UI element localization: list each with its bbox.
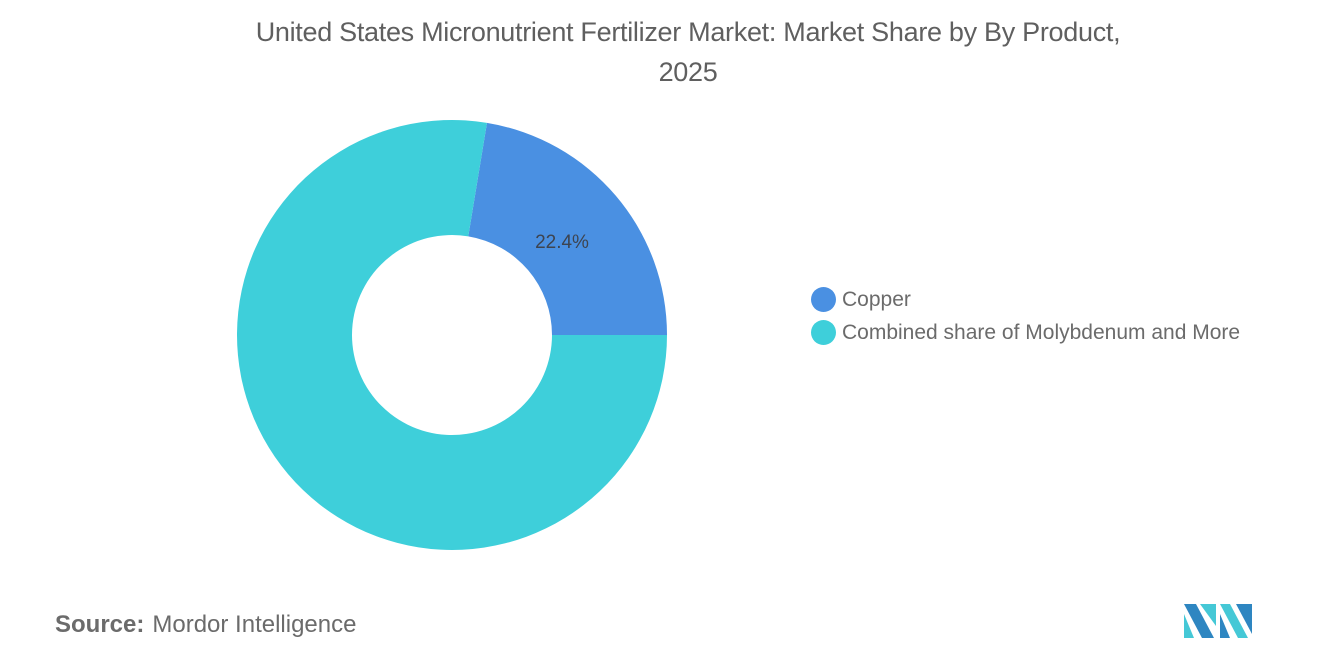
slice-label-copper: 22.4% xyxy=(535,232,589,253)
source-value: Mordor Intelligence xyxy=(152,611,357,638)
donut-slice-other[interactable] xyxy=(237,119,667,550)
legend-dot-other-icon xyxy=(811,320,836,345)
source-attribution: Source: Mordor Intelligence xyxy=(55,611,356,639)
legend-label-copper: Copper xyxy=(842,287,911,311)
chart-title: United States Micronutrient Fertilizer M… xyxy=(0,12,1320,92)
legend-dot-copper-icon xyxy=(811,287,836,312)
legend-label-other: Combined share of Molybdenum and More xyxy=(842,320,1241,344)
source-key: Source: xyxy=(55,611,145,638)
mordor-intelligence-logo-icon xyxy=(1184,604,1252,638)
chart-title-line-2: 2025 xyxy=(658,57,718,87)
donut-slice-copper[interactable] xyxy=(468,122,667,335)
chart-legend: Copper Combined share of Molybdenum and … xyxy=(811,283,1240,349)
legend-item-other[interactable]: Combined share of Molybdenum and More xyxy=(811,316,1240,349)
legend-item-copper[interactable]: Copper xyxy=(811,283,1240,316)
chart-title-line-1: United States Micronutrient Fertilizer M… xyxy=(255,17,1121,47)
